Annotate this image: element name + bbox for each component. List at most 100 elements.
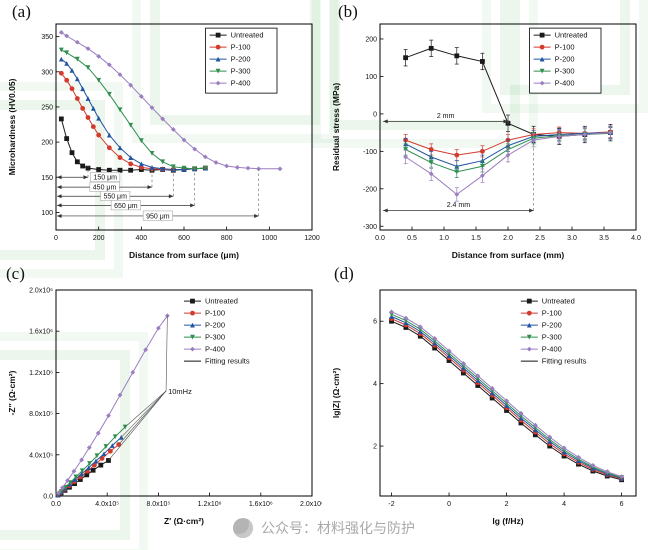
annotation-span: 2 mm: [383, 113, 508, 124]
series-p-400: [403, 125, 613, 202]
svg-text:550 μm: 550 μm: [103, 194, 127, 201]
svg-text:800: 800: [221, 235, 233, 242]
chart-svg-a: 0 200 400 600 800 1000 1200 100 150 200 250 300 350 D…: [7, 23, 320, 260]
series-untreated: [58, 116, 208, 173]
svg-text:600: 600: [178, 235, 190, 242]
panel-label-b: (b): [338, 2, 358, 21]
svg-text:1000: 1000: [262, 235, 278, 242]
svg-text:400: 400: [135, 235, 147, 242]
axes: 0.0 0.5 1.0 1.5 2.0 2.5 3.0 3.5 4.0 -300 -200 -100 0…: [331, 23, 641, 260]
svg-text:950 μm: 950 μm: [146, 213, 170, 220]
annotation-span: 150 μm: [57, 172, 121, 183]
svg-text:2.5: 2.5: [535, 235, 545, 242]
svg-text:2 mm: 2 mm: [437, 113, 455, 120]
svg-text:Untreated: Untreated: [542, 297, 575, 306]
chart-svg-c: 0.0 4.0x10⁵ 8.0x10⁵ 1.2x10⁶ 1.6x10⁶ 2.0x10⁶ 0.…: [7, 288, 324, 527]
svg-text:P-200: P-200: [205, 321, 225, 330]
watermark-text: 公众号：材料强化与防护: [261, 520, 415, 536]
svg-text:1.0: 1.0: [439, 235, 449, 242]
svg-text:3.0: 3.0: [567, 235, 577, 242]
svg-text:P-400: P-400: [205, 345, 225, 354]
svg-text:8.0x10⁵: 8.0x10⁵: [29, 411, 53, 418]
svg-text:1.6x10⁶: 1.6x10⁶: [249, 501, 273, 508]
series-p-300: [58, 47, 208, 172]
series-p-200: [58, 56, 208, 172]
svg-text:1.6x10⁶: 1.6x10⁶: [29, 329, 53, 336]
svg-text:2.4 mm: 2.4 mm: [447, 202, 471, 209]
axes: -2 0 2 4 6 2 4 6 lg (f/Hz) lg|Z| (Ω·cm²): [331, 289, 637, 526]
svg-text:Fitting results: Fitting results: [542, 357, 587, 366]
annotation-span: 2.4 mm: [383, 202, 534, 213]
panel-b-chart: 0.0 0.5 1.0 1.5 2.0 2.5 3.0 3.5 4.0 -300 -200 -100 0…: [330, 16, 646, 264]
annotation-span: 450 μm: [57, 181, 152, 192]
svg-text:350: 350: [41, 34, 53, 41]
svg-text:2: 2: [505, 501, 509, 508]
background-watermark-shape: [312, 0, 538, 148]
svg-text:Distance from surface (μm): Distance from surface (μm): [129, 250, 239, 260]
svg-text:200: 200: [365, 36, 377, 43]
svg-text:1200: 1200: [304, 235, 320, 242]
svg-text:-2: -2: [388, 501, 394, 508]
panel-label-a: (a): [12, 2, 31, 21]
svg-text:4.0: 4.0: [631, 235, 641, 242]
panel-a-chart: 0 200 400 600 800 1000 1200 100 150 200 250 300 350 D…: [6, 16, 322, 264]
svg-text:2: 2: [373, 444, 377, 451]
svg-text:Residual stress (MPa): Residual stress (MPa): [331, 83, 341, 172]
legend: Untreated P-100 P-200 P-300 P-400 Fitting res…: [520, 297, 587, 366]
svg-text:300: 300: [41, 69, 53, 76]
svg-text:100: 100: [41, 210, 53, 217]
panel-d-chart: -2 0 2 4 6 2 4 6 lg (f/Hz) lg|Z| (Ω·cm²) Untreated…: [330, 282, 646, 530]
panel-label-c: (c): [6, 264, 25, 283]
axes: 0 200 400 600 800 1000 1200 100 150 200 250 300 350 D…: [7, 23, 320, 260]
svg-text:6: 6: [373, 319, 377, 326]
svg-text:0.0: 0.0: [51, 501, 61, 508]
background-watermark-shape: [132, 0, 338, 143]
svg-text:4: 4: [562, 501, 566, 508]
svg-text:P-100: P-100: [231, 43, 251, 52]
svg-text:0.5: 0.5: [407, 235, 417, 242]
svg-text:0: 0: [373, 111, 377, 118]
legend: Untreated P-100 P-200 P-300 P-400: [529, 27, 602, 94]
annotation-span: 550 μm: [57, 191, 174, 202]
svg-text:P-200: P-200: [231, 55, 251, 64]
svg-text:P-200: P-200: [555, 55, 575, 64]
svg-text:8.0x10⁵: 8.0x10⁵: [146, 501, 170, 508]
svg-text:250: 250: [41, 104, 53, 111]
series-p-400: [56, 313, 170, 496]
svg-text:P-300: P-300: [555, 67, 575, 76]
watermark-footer: 公众号：材料强化与防护: [0, 518, 648, 538]
svg-text:Microhardness (HV0.05): Microhardness (HV0.05): [7, 78, 17, 175]
svg-text:450 μm: 450 μm: [93, 185, 117, 192]
svg-text:P-100: P-100: [555, 43, 575, 52]
svg-text:P-200: P-200: [542, 321, 562, 330]
svg-text:4.0x10⁵: 4.0x10⁵: [95, 501, 119, 508]
svg-text:150: 150: [41, 175, 53, 182]
chart-svg-d: -2 0 2 4 6 2 4 6 lg (f/Hz) lg|Z| (Ω·cm²) Untreated…: [331, 289, 637, 526]
svg-text:Z′ (Ω·cm²): Z′ (Ω·cm²): [164, 516, 204, 526]
svg-text:P-100: P-100: [542, 309, 562, 318]
svg-text:6: 6: [620, 501, 624, 508]
legend: Untreated P-100 P-200 P-300 P-400: [205, 27, 278, 94]
annotation-span: 950 μm: [57, 210, 259, 221]
svg-text:2.0: 2.0: [503, 235, 513, 242]
svg-text:650 μm: 650 μm: [114, 203, 138, 210]
panel-c-chart: 0.0 4.0x10⁵ 8.0x10⁵ 1.2x10⁶ 1.6x10⁶ 2.0x10⁶ 0.…: [6, 282, 324, 530]
svg-text:3.5: 3.5: [599, 235, 609, 242]
svg-text:lg (f/Hz): lg (f/Hz): [492, 516, 523, 526]
svg-text:Untreated: Untreated: [231, 31, 264, 40]
svg-text:4.0x10⁵: 4.0x10⁵: [29, 452, 53, 459]
svg-text:-Z″ (Ω·cm²): -Z″ (Ω·cm²): [7, 370, 17, 415]
svg-text:1.2x10⁶: 1.2x10⁶: [29, 370, 53, 377]
svg-text:P-300: P-300: [231, 67, 251, 76]
watermark-logo-icon: [233, 518, 253, 538]
svg-text:Untreated: Untreated: [555, 31, 588, 40]
svg-text:1.5: 1.5: [471, 235, 481, 242]
series-p-400: [389, 309, 625, 480]
chart-svg-b: 0.0 0.5 1.0 1.5 2.0 2.5 3.0 3.5 4.0 -300 -200 -100 0…: [331, 23, 641, 260]
annotation-fan: 10mHz: [108, 315, 192, 461]
svg-text:P-300: P-300: [205, 333, 225, 342]
svg-text:-100: -100: [363, 149, 377, 156]
svg-text:2.0x10⁶: 2.0x10⁶: [300, 501, 322, 508]
svg-text:Fitting results: Fitting results: [205, 357, 250, 366]
